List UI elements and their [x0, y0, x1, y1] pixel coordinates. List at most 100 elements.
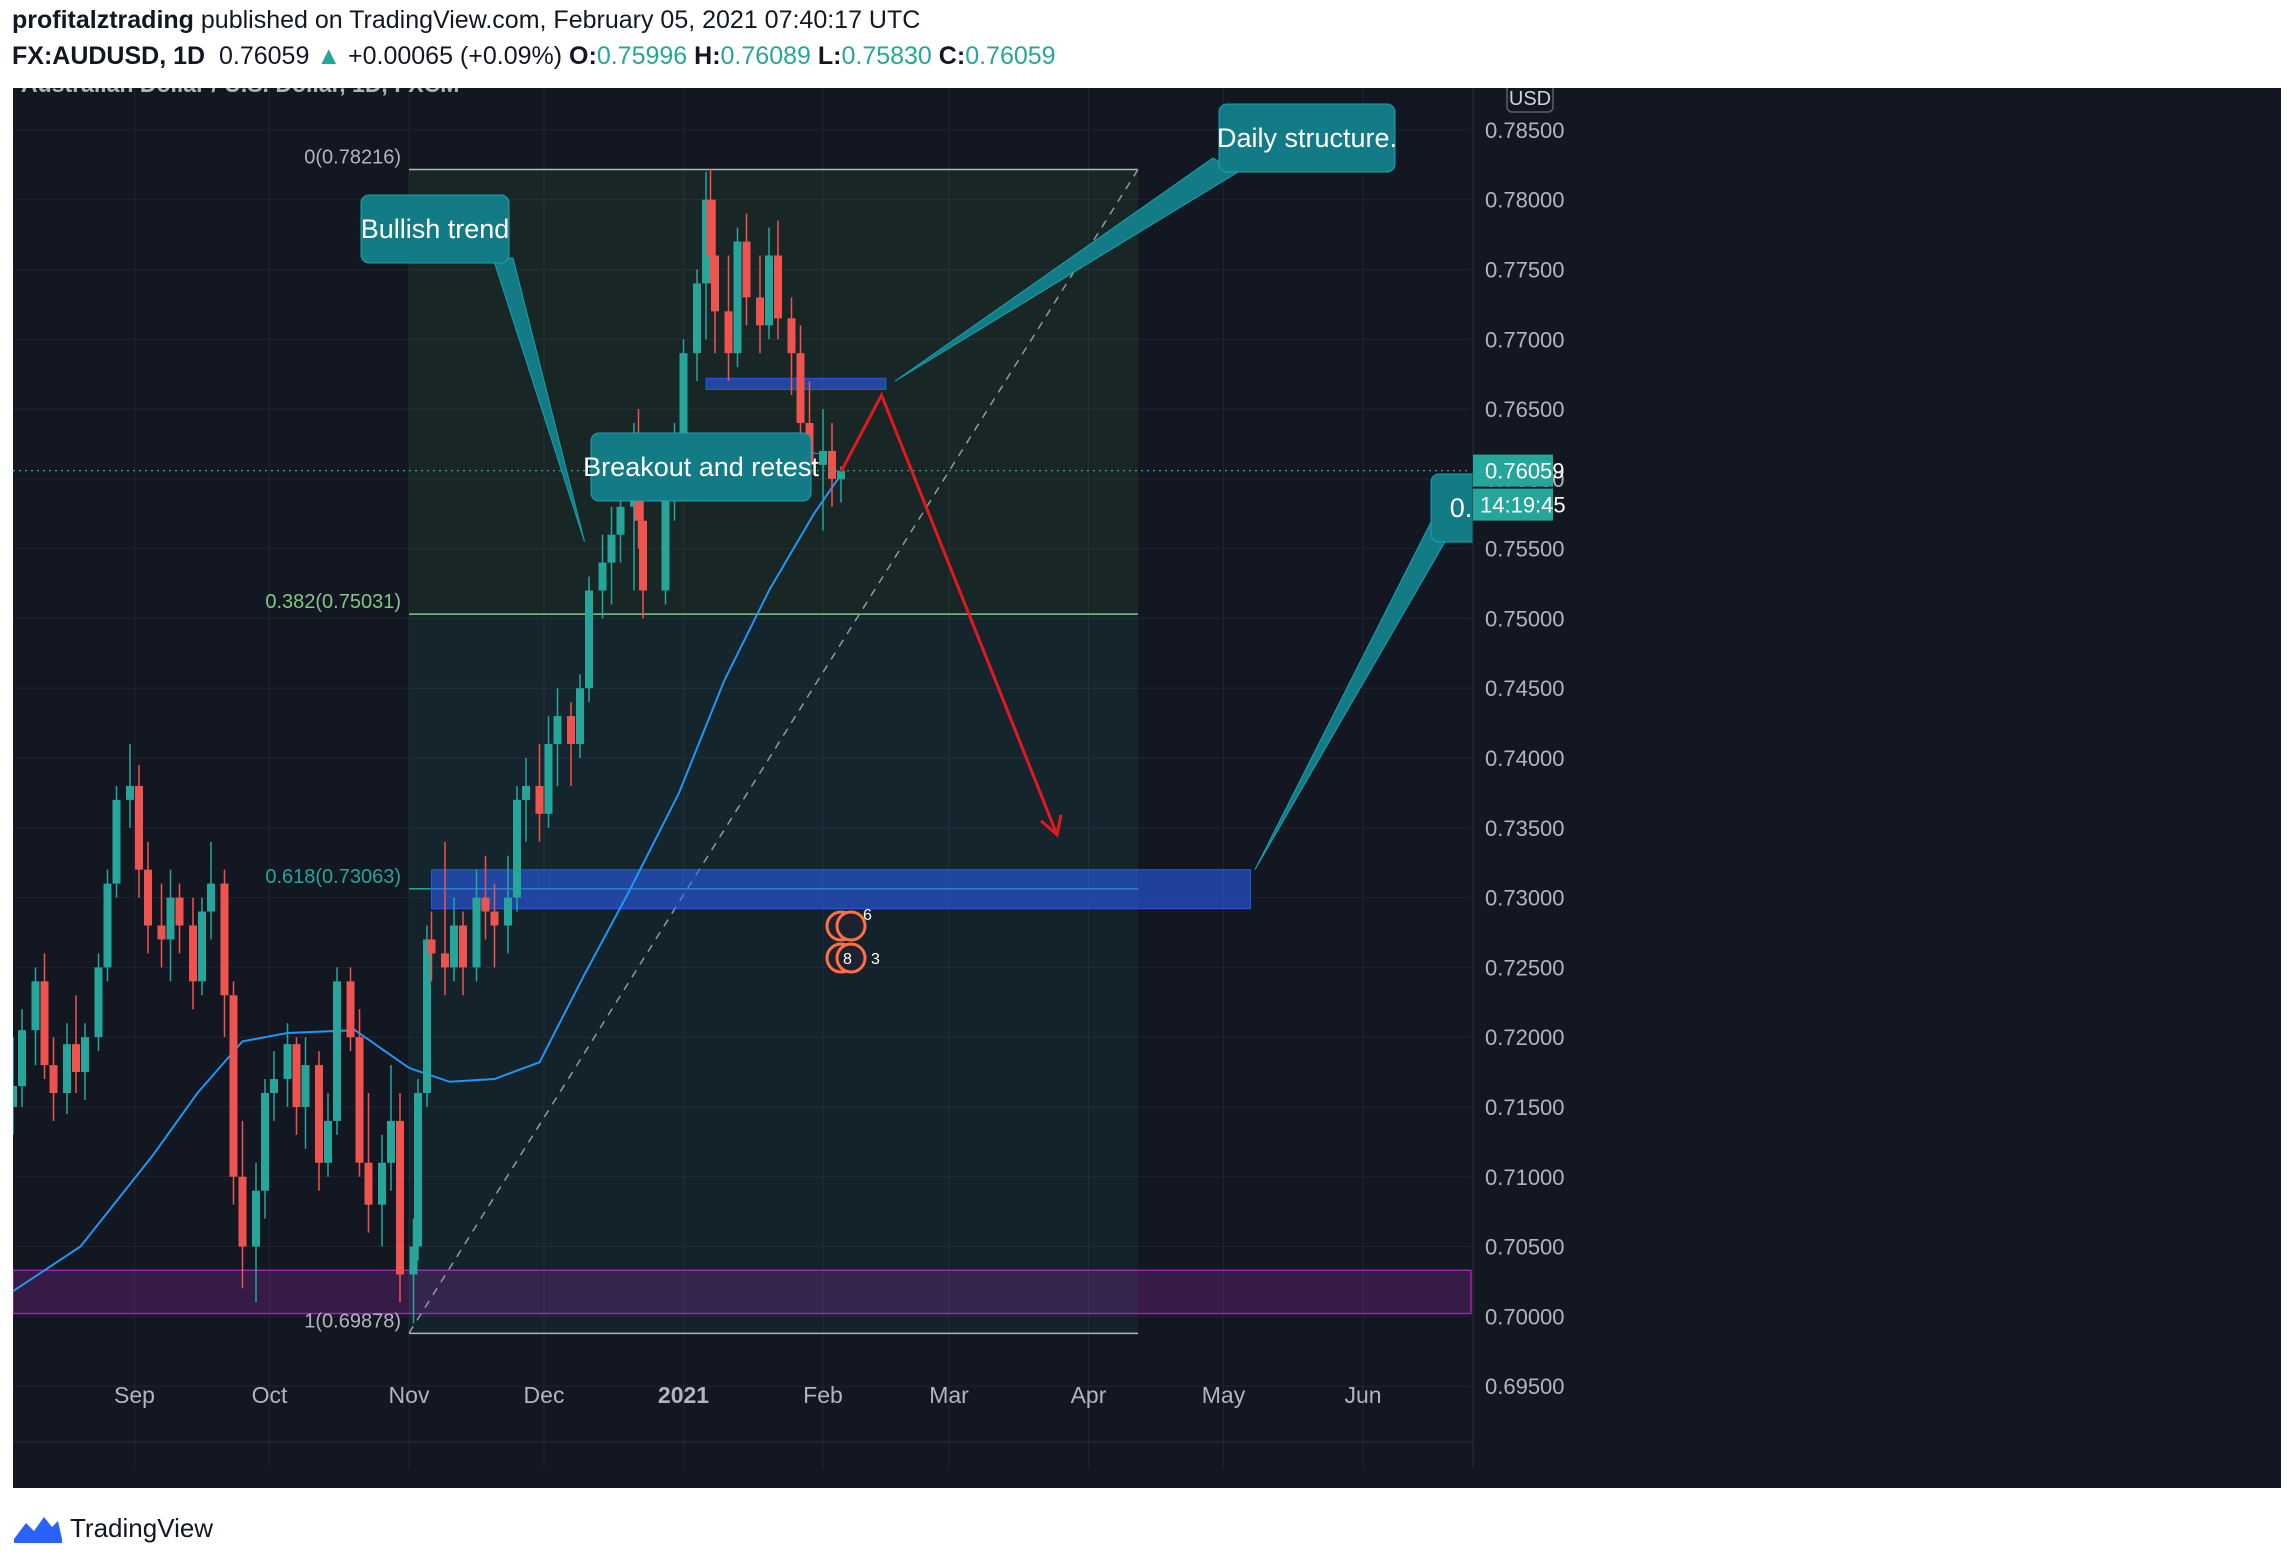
candle	[378, 1134, 386, 1247]
fib-level-label: 1(0.69878)	[304, 1310, 401, 1332]
close-value: 0.76059	[965, 42, 1056, 70]
currency-badge	[1506, 88, 1554, 113]
candle-body	[661, 478, 670, 591]
candle	[333, 967, 341, 1135]
candle-body	[796, 353, 805, 423]
candle	[63, 1023, 71, 1114]
candle	[346, 967, 355, 1052]
price-tick-label: 0.78500	[1485, 118, 1565, 143]
candle-body	[261, 1093, 269, 1191]
time-tick-label: May	[1202, 1382, 1246, 1408]
close-label: C:	[938, 42, 966, 70]
candle-body	[355, 1037, 364, 1163]
projection-arrowhead	[1040, 814, 1063, 838]
time-tick-label: Dec	[524, 1382, 565, 1408]
candle	[535, 744, 544, 842]
price-tick-label: 0.77000	[1485, 327, 1565, 352]
candle	[787, 297, 796, 396]
candle-body	[166, 897, 175, 940]
candle	[13, 1037, 17, 1135]
candle	[301, 1037, 310, 1149]
candle-body	[144, 869, 152, 926]
candle-body	[535, 785, 544, 814]
price-tick-label: 0.73500	[1485, 816, 1565, 841]
candle-body	[756, 297, 764, 326]
price-tick-label: 0.78000	[1485, 188, 1565, 213]
price-tick-label: 0.70500	[1485, 1235, 1565, 1260]
candle-body	[333, 981, 341, 1121]
candle-body	[522, 785, 530, 800]
candle-body	[238, 1176, 247, 1247]
candle-body	[513, 799, 521, 898]
candle	[396, 1093, 404, 1303]
candle	[252, 1162, 260, 1303]
fib-level-label: 0(0.78216)	[304, 147, 401, 169]
candle	[207, 841, 215, 940]
candle-body	[378, 1162, 386, 1205]
candle-body	[639, 520, 647, 591]
candle	[472, 869, 481, 982]
candle	[756, 255, 764, 354]
candle	[283, 1023, 292, 1107]
candle	[553, 688, 562, 786]
candle	[423, 925, 431, 1107]
price-tick-label: 0.76500	[1485, 397, 1565, 422]
candle-body	[103, 883, 112, 968]
chart-canvas[interactable]: 0(0.78216) 0.382(0.75031) 0.618(0.73063) 1(…	[13, 88, 2281, 1488]
candle	[796, 325, 805, 451]
fib-band	[409, 169, 1138, 615]
candle-body	[292, 1044, 301, 1107]
candle-body	[427, 939, 436, 954]
candle-body	[112, 799, 121, 884]
flag-icon	[835, 910, 867, 942]
published-text: published on TradingView.com, February 0…	[200, 6, 921, 34]
candle-body	[765, 255, 773, 326]
candle-body	[679, 353, 688, 451]
up-arrow-icon: ▲	[316, 42, 342, 70]
candle	[324, 1093, 332, 1177]
candle	[94, 953, 103, 1052]
candle	[387, 1065, 395, 1191]
candle-body	[693, 283, 701, 354]
candle-body	[189, 925, 197, 982]
candle-body	[598, 562, 607, 591]
candle-body	[837, 470, 845, 480]
time-tick-label: 2021	[658, 1382, 709, 1408]
candle	[49, 1037, 58, 1121]
callout-bullish-trend: Bullish trend	[360, 194, 585, 542]
chart-panel[interactable]: 0(0.78216) 0.382(0.75031) 0.618(0.73063) 1(…	[13, 88, 2281, 1488]
candle-body	[787, 318, 796, 354]
candle	[427, 911, 436, 982]
candle-body	[324, 1120, 332, 1163]
candle-body	[414, 1093, 422, 1247]
candle-body	[567, 716, 575, 745]
candle	[607, 506, 616, 605]
candle-body	[81, 1037, 89, 1073]
fib-band	[409, 614, 1138, 889]
candle	[364, 1093, 373, 1233]
last-price-tag	[1473, 454, 1553, 487]
candle-body	[459, 925, 467, 968]
candle	[706, 168, 715, 284]
time-tick-label: Jun	[1344, 1382, 1381, 1408]
candle	[459, 911, 467, 996]
price-tick-label: 0.74000	[1485, 746, 1565, 771]
callout-daily-structure: Daily structure.	[894, 103, 1397, 382]
candle-body	[94, 967, 103, 1038]
candle-body	[481, 897, 490, 912]
candle	[220, 869, 229, 1038]
candle-body	[63, 1044, 71, 1093]
low-label: L:	[817, 42, 842, 70]
callout-breakout-retest-box	[590, 432, 812, 502]
candle	[702, 171, 710, 340]
low-value: 0.75830	[841, 42, 932, 70]
dashed-trendline	[408, 169, 1139, 1334]
candle	[711, 199, 719, 354]
candle-body	[364, 1162, 373, 1205]
open-value: 0.75996	[596, 42, 688, 70]
candle-body	[13, 1086, 17, 1107]
candle	[819, 409, 827, 531]
open-label: O:	[569, 42, 597, 70]
time-tick-label: Feb	[803, 1382, 843, 1408]
candle-body	[576, 688, 584, 745]
